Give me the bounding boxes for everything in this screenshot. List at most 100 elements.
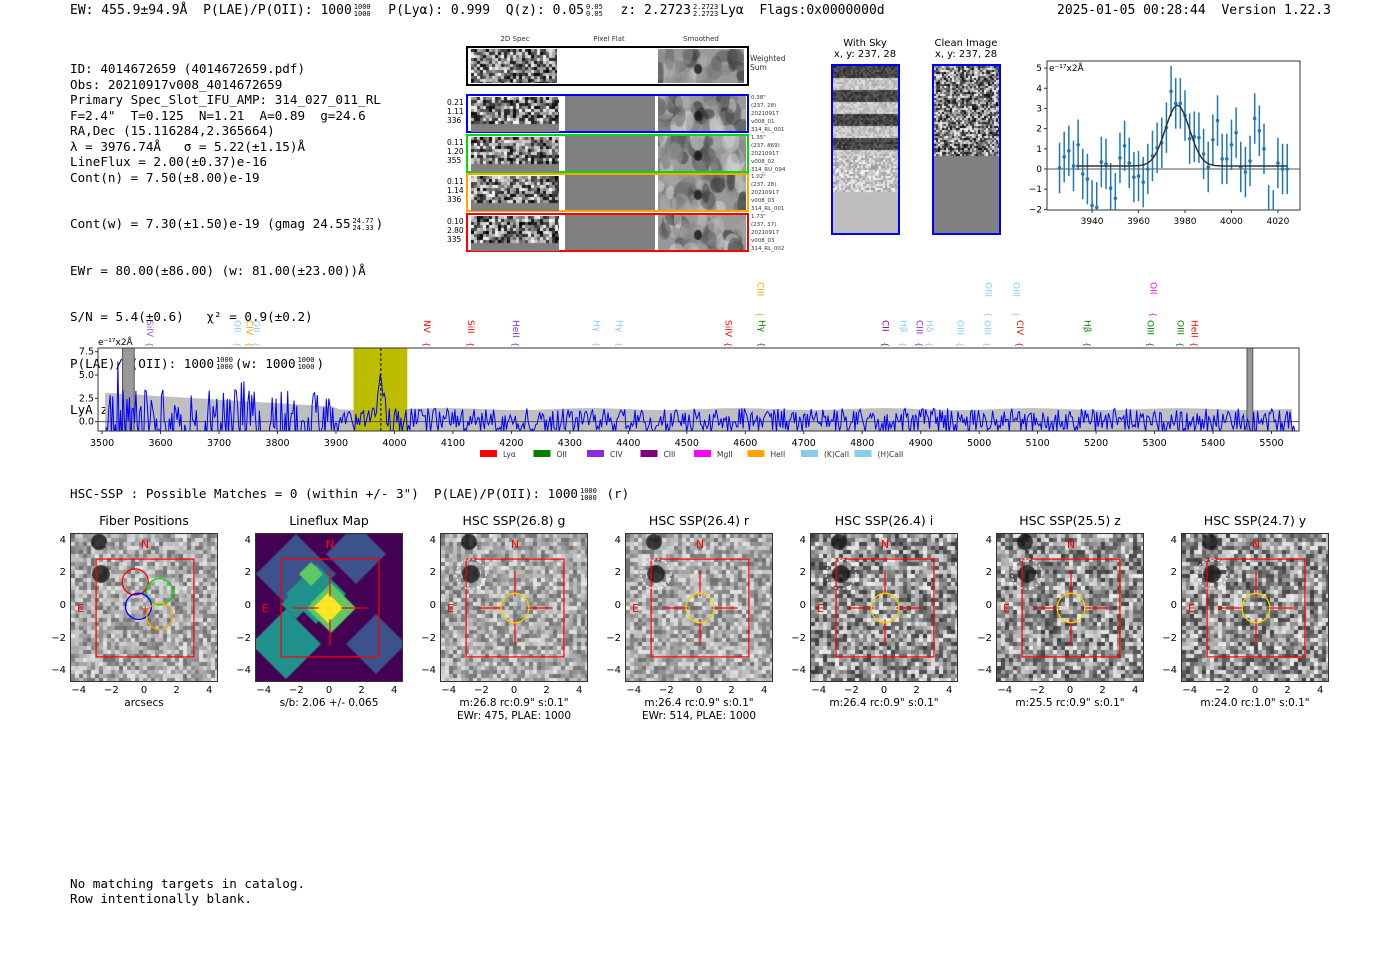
fiber-details: 1.02" (237, 28) 20210917 v008_03 314_RL_… [751, 174, 785, 213]
emission-line-label: CIV [243, 320, 253, 336]
x-tick-label: 4 [1317, 685, 1324, 696]
y-tick-label: 0.0 [79, 417, 94, 428]
x-tick-label: −2 [844, 685, 859, 696]
emission-line-label: OIII [983, 282, 993, 297]
emission-line-label: Hβ [898, 320, 908, 333]
weighted-2dspec [471, 49, 557, 83]
aperture-box [835, 558, 935, 658]
x-tick-label: 4 [576, 685, 583, 696]
legend-label: HeII [771, 450, 786, 459]
y-tick-label: 2 [614, 567, 621, 579]
legend-swatch [480, 450, 497, 457]
data-point [1113, 196, 1118, 201]
y-tick-label: 2 [1170, 567, 1177, 579]
x-tick-label: −4 [626, 685, 642, 696]
north-label: N [511, 538, 519, 551]
data-point [1169, 89, 1173, 94]
east-label: E [632, 602, 639, 615]
emission-line-marker: { [1012, 312, 1021, 317]
y-tick-label: −4 [1162, 665, 1177, 677]
y-tick-label: 4 [429, 534, 436, 546]
east-label: E [262, 602, 269, 615]
data-point [1080, 172, 1085, 176]
x-tick-label: −4 [811, 685, 827, 696]
y-tick-label: 1 [1036, 145, 1042, 155]
fiber-smoothed [658, 135, 746, 171]
x-tick-label: 2 [1099, 685, 1106, 696]
emission-line-label: SiII [465, 320, 475, 334]
x-tick-label: 3900 [324, 438, 348, 449]
aperture-box [1021, 558, 1121, 658]
emission-line-marker: { [592, 342, 601, 347]
north-label: N [696, 538, 704, 551]
y-tick-label: −4 [606, 665, 621, 677]
y-tick-label: 2 [244, 567, 251, 579]
data-point [1201, 152, 1206, 156]
clean-image-title: Clean Image x, y: 237, 28 [934, 38, 998, 60]
data-point [1062, 155, 1066, 159]
emission-line-marker: { [924, 342, 933, 347]
y-tick-label: 4 [59, 534, 66, 546]
fiber-smoothed [658, 175, 746, 211]
emission-line-label: CIII [914, 320, 924, 334]
x-tick-label: 4 [391, 685, 398, 696]
y-tick-label: −1 [1029, 185, 1042, 195]
fiber-stats: 0.21 1.11 336 [447, 98, 464, 125]
x-tick-label: −4 [441, 685, 457, 696]
data-point [1085, 177, 1090, 181]
x-tick-label: 0 [1251, 685, 1259, 696]
north-label: N [326, 538, 334, 551]
y-tick-label: −2 [51, 632, 66, 644]
full-spectrum-plot: 3500 3600 3700 3800 3900 4000 4100 4200 4300 4400… [79, 282, 1300, 459]
data-point [1285, 167, 1290, 171]
fiber-pixel-flat [565, 135, 655, 171]
aperture-box [1206, 558, 1306, 658]
emission-line-marker: { [1148, 312, 1157, 317]
x-tick-label: 5200 [1084, 438, 1108, 449]
emission-line-marker: { [984, 312, 993, 317]
data-point [1243, 170, 1248, 174]
y-tick-label: 4 [614, 534, 621, 546]
with-sky-title: With Sky x, y: 237, 28 [833, 38, 897, 60]
data-point [1108, 186, 1113, 190]
x-tick-label: 0 [880, 685, 888, 696]
thumb-title: HSC SSP(26.8) g [462, 513, 566, 528]
x-tick-label: 3700 [207, 438, 231, 449]
emission-line-label: OIII [954, 320, 964, 335]
legend-label: (H)CaII [878, 450, 904, 459]
emission-line-label: CIII [754, 282, 764, 296]
data-point [1178, 101, 1183, 106]
y-unit-label: e⁻¹⁷x2Å [1049, 62, 1085, 74]
emission-line-label: OIII [981, 320, 991, 335]
thumb-caption: m:25.5 rc:0.9" s:0.1" [1015, 697, 1125, 709]
x-tick-label: 3980 [1174, 217, 1197, 227]
x-tick-label: 4100 [441, 438, 465, 449]
plot-area [98, 348, 1299, 431]
y-tick-label: 4 [985, 534, 992, 546]
data-point [1067, 149, 1071, 153]
legend-label: CIII [664, 450, 676, 459]
weighted-sum-label: Weighted Sum [750, 54, 786, 72]
y-tick-label: 0 [244, 600, 251, 611]
plot-frame [1046, 60, 1301, 211]
data-point [1104, 162, 1108, 166]
detection-ellipse [1056, 592, 1086, 624]
aperture-box [95, 558, 195, 658]
x-tick-label: 5400 [1201, 438, 1225, 449]
emission-line-label: Hβ [1081, 320, 1091, 333]
header-datetime-version: 2025-01-05 00:28:44 Version 1.22.3 [1057, 3, 1331, 18]
x-tick-label: 3500 [90, 438, 114, 449]
y-tick-label: −2 [236, 632, 251, 644]
catalog-source-circle [640, 558, 672, 590]
fiber-details: 0.38" (237, 28) 20210917 v008_01 314_RL_… [751, 95, 785, 133]
emission-line-marker: { [915, 342, 924, 347]
fiber-circle [121, 568, 149, 596]
data-point [1262, 147, 1266, 151]
emission-line-marker: { [251, 342, 260, 347]
emission-line-marker: { [422, 342, 431, 347]
fiber-2dspec [471, 136, 559, 172]
y-tick-label: −4 [791, 665, 806, 677]
legend-swatch [694, 450, 711, 457]
